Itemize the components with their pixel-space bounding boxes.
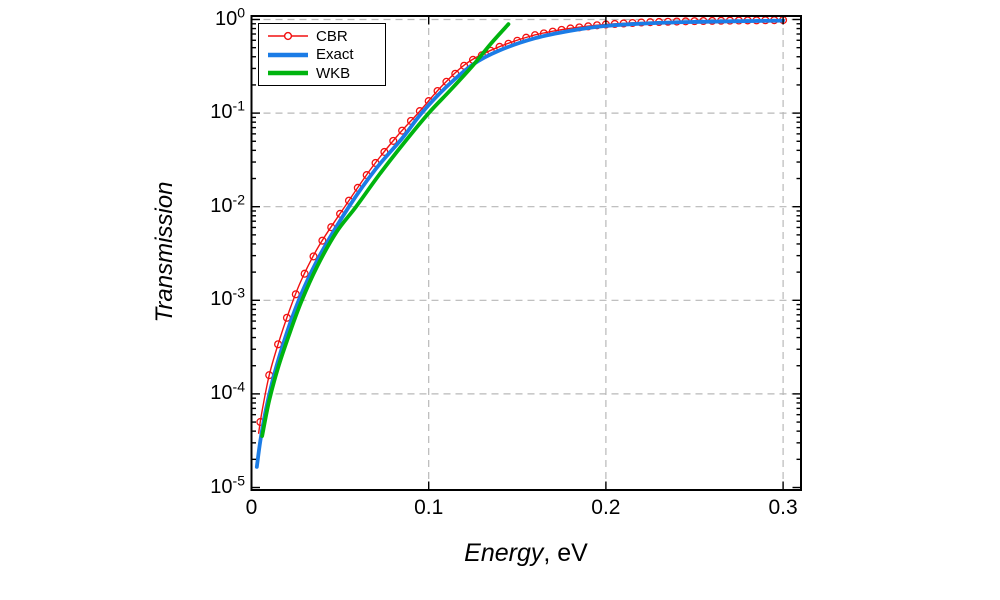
series-exact <box>254 18 785 469</box>
y-tick-label: 10-4 <box>210 378 245 404</box>
x-tick-label: 0.3 <box>768 496 798 519</box>
y-tick-label: 10-1 <box>210 97 245 124</box>
series-line-exact <box>254 18 785 469</box>
data-marker <box>318 236 327 245</box>
data-marker <box>300 269 309 278</box>
x-axis-title: Energy, eV <box>464 539 588 568</box>
legend-item-exact: Exact <box>259 46 385 63</box>
gridlines <box>251 16 801 490</box>
data-marker <box>398 126 407 135</box>
y-tick-label: 10-5 <box>210 471 245 498</box>
exact-line-sample <box>268 48 308 62</box>
axis-ticks <box>250 16 801 490</box>
y-tick-label: 10-3 <box>210 284 245 311</box>
y-tick-label: 10-2 <box>210 191 245 217</box>
x-tick-label: 0.2 <box>591 496 621 519</box>
cbr-line-marker-sample <box>268 29 308 43</box>
y-axis-title: Transmission <box>151 181 178 323</box>
series-wkb <box>260 22 511 438</box>
plot-frame <box>250 15 802 491</box>
x-axis-title-italic: Energy <box>464 539 544 567</box>
legend-item-wkb: WKB <box>259 65 385 82</box>
data-marker <box>389 136 398 145</box>
x-axis-title-unit: , eV <box>543 539 588 567</box>
x-tick-label: 0 <box>245 496 258 519</box>
y-tick-label: 100 <box>214 3 245 30</box>
legend-label-exact: Exact <box>316 46 354 63</box>
series-line-wkb <box>260 22 511 438</box>
legend-label-wkb: WKB <box>316 64 351 82</box>
legend: CBR Exact WKB <box>258 23 386 86</box>
wkb-line-sample <box>268 66 308 80</box>
data-marker <box>309 252 318 261</box>
legend-label-cbr: CBR <box>316 27 348 45</box>
x-tick-label: 0.1 <box>414 496 444 519</box>
legend-item-cbr: CBR <box>259 28 385 45</box>
data-curves <box>254 16 788 469</box>
